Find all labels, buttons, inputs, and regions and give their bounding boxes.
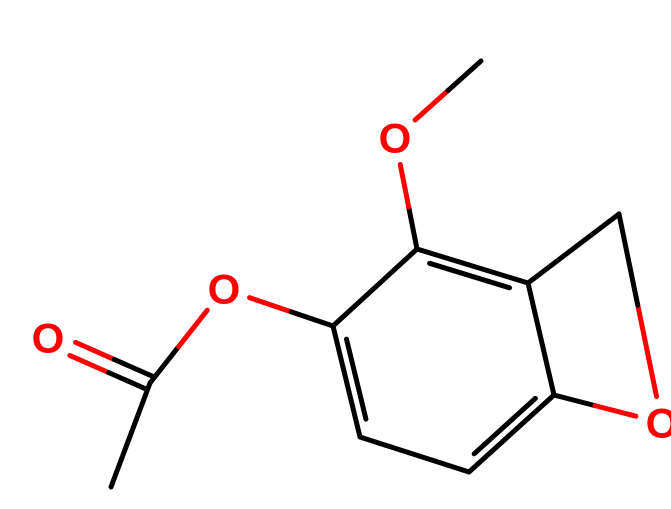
o-atom-label: O — [646, 400, 671, 447]
o-atom-label: O — [379, 115, 412, 162]
o-atom-label: O — [208, 266, 241, 313]
molecule-diagram: O O O O — [0, 0, 671, 509]
o-atom-label: O — [32, 315, 65, 362]
